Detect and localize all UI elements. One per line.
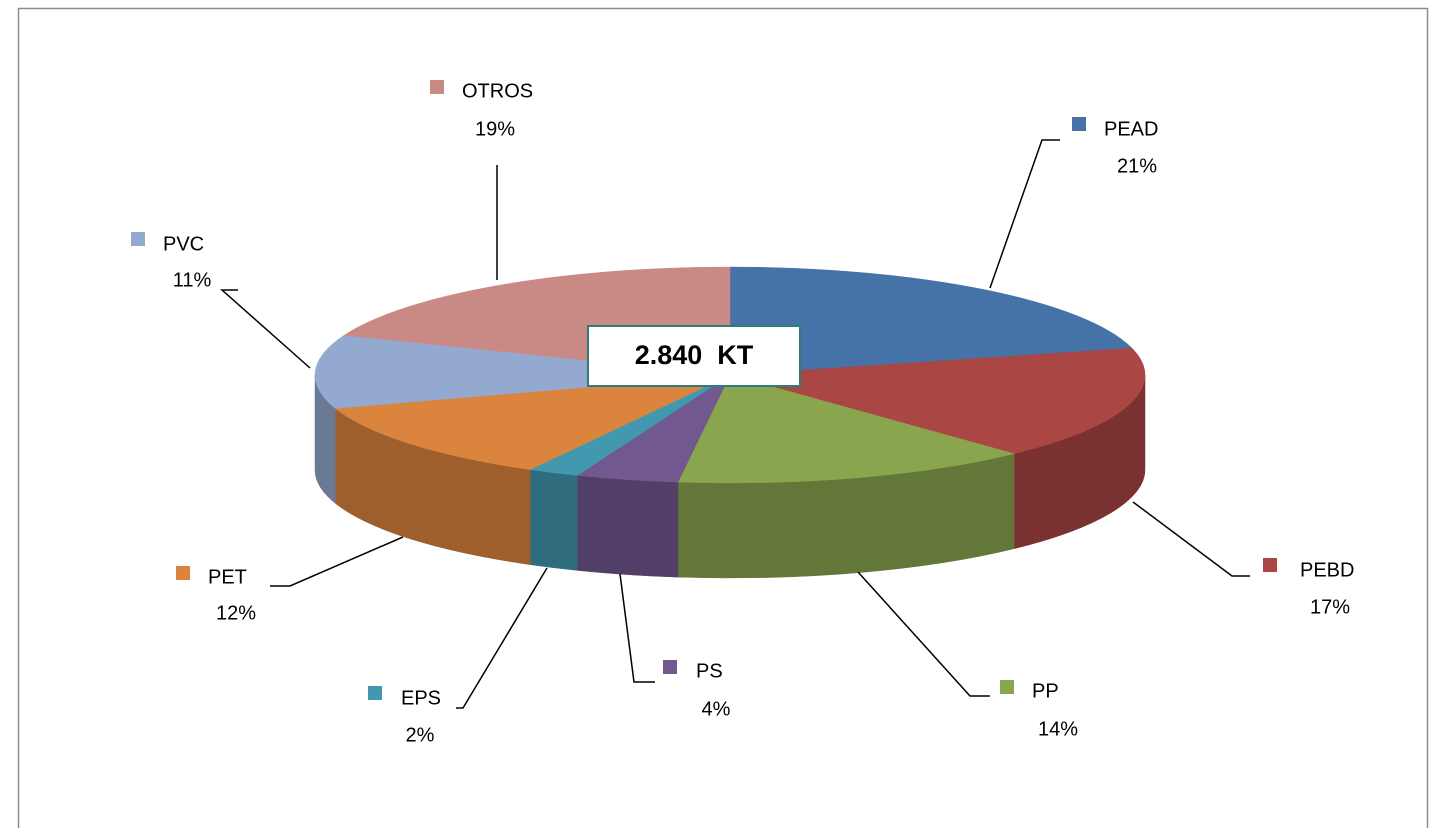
leader-line xyxy=(619,573,655,683)
pie-slice xyxy=(677,374,1016,484)
leader-line xyxy=(857,571,990,697)
category-label: PEBD xyxy=(1300,559,1354,581)
value-label: 2% xyxy=(406,724,435,746)
pie-sides xyxy=(314,374,1146,579)
legend-key xyxy=(1263,558,1277,572)
leader-line xyxy=(456,567,548,709)
annotation-box xyxy=(587,325,801,387)
category-label: PP xyxy=(1032,680,1059,702)
pie-slice xyxy=(729,347,1146,454)
pie-slice xyxy=(729,266,1133,376)
value-label: 17% xyxy=(1310,596,1350,618)
legend-key xyxy=(131,232,145,246)
legend-key xyxy=(1072,117,1086,131)
value-label: 4% xyxy=(702,698,731,720)
legend-key xyxy=(176,566,190,580)
annotation: 2.840 KT xyxy=(635,340,754,370)
category-label: PS xyxy=(696,660,723,682)
pie-side xyxy=(529,469,578,571)
category-label: OTROS xyxy=(462,80,533,102)
value-label: 19% xyxy=(475,118,515,140)
pie-slice xyxy=(334,374,731,470)
leader-line xyxy=(989,139,1060,289)
pie-side xyxy=(576,475,679,578)
category-label: PET xyxy=(208,566,247,588)
value-label: 14% xyxy=(1038,718,1078,740)
legend-key xyxy=(430,80,444,94)
value-label: 11% xyxy=(173,269,212,291)
legend-key xyxy=(663,660,677,674)
category-label: PVC xyxy=(163,233,204,255)
leader-line xyxy=(270,536,404,587)
chart-frame xyxy=(17,7,1429,828)
value-label: 21% xyxy=(1117,155,1157,177)
data-labels: PEAD 21% PEBD 17% PP 14% PS 4% EPS 2% PET 12% PVC 11%… xyxy=(131,80,1354,746)
leader-line xyxy=(220,289,311,369)
category-label: EPS xyxy=(401,687,441,709)
legend-key xyxy=(368,686,382,700)
pie-slice xyxy=(314,334,731,409)
leader-line xyxy=(1132,501,1250,577)
category-label: PEAD xyxy=(1104,118,1158,140)
legend-key xyxy=(1000,680,1014,694)
value-label: 12% xyxy=(216,602,256,624)
